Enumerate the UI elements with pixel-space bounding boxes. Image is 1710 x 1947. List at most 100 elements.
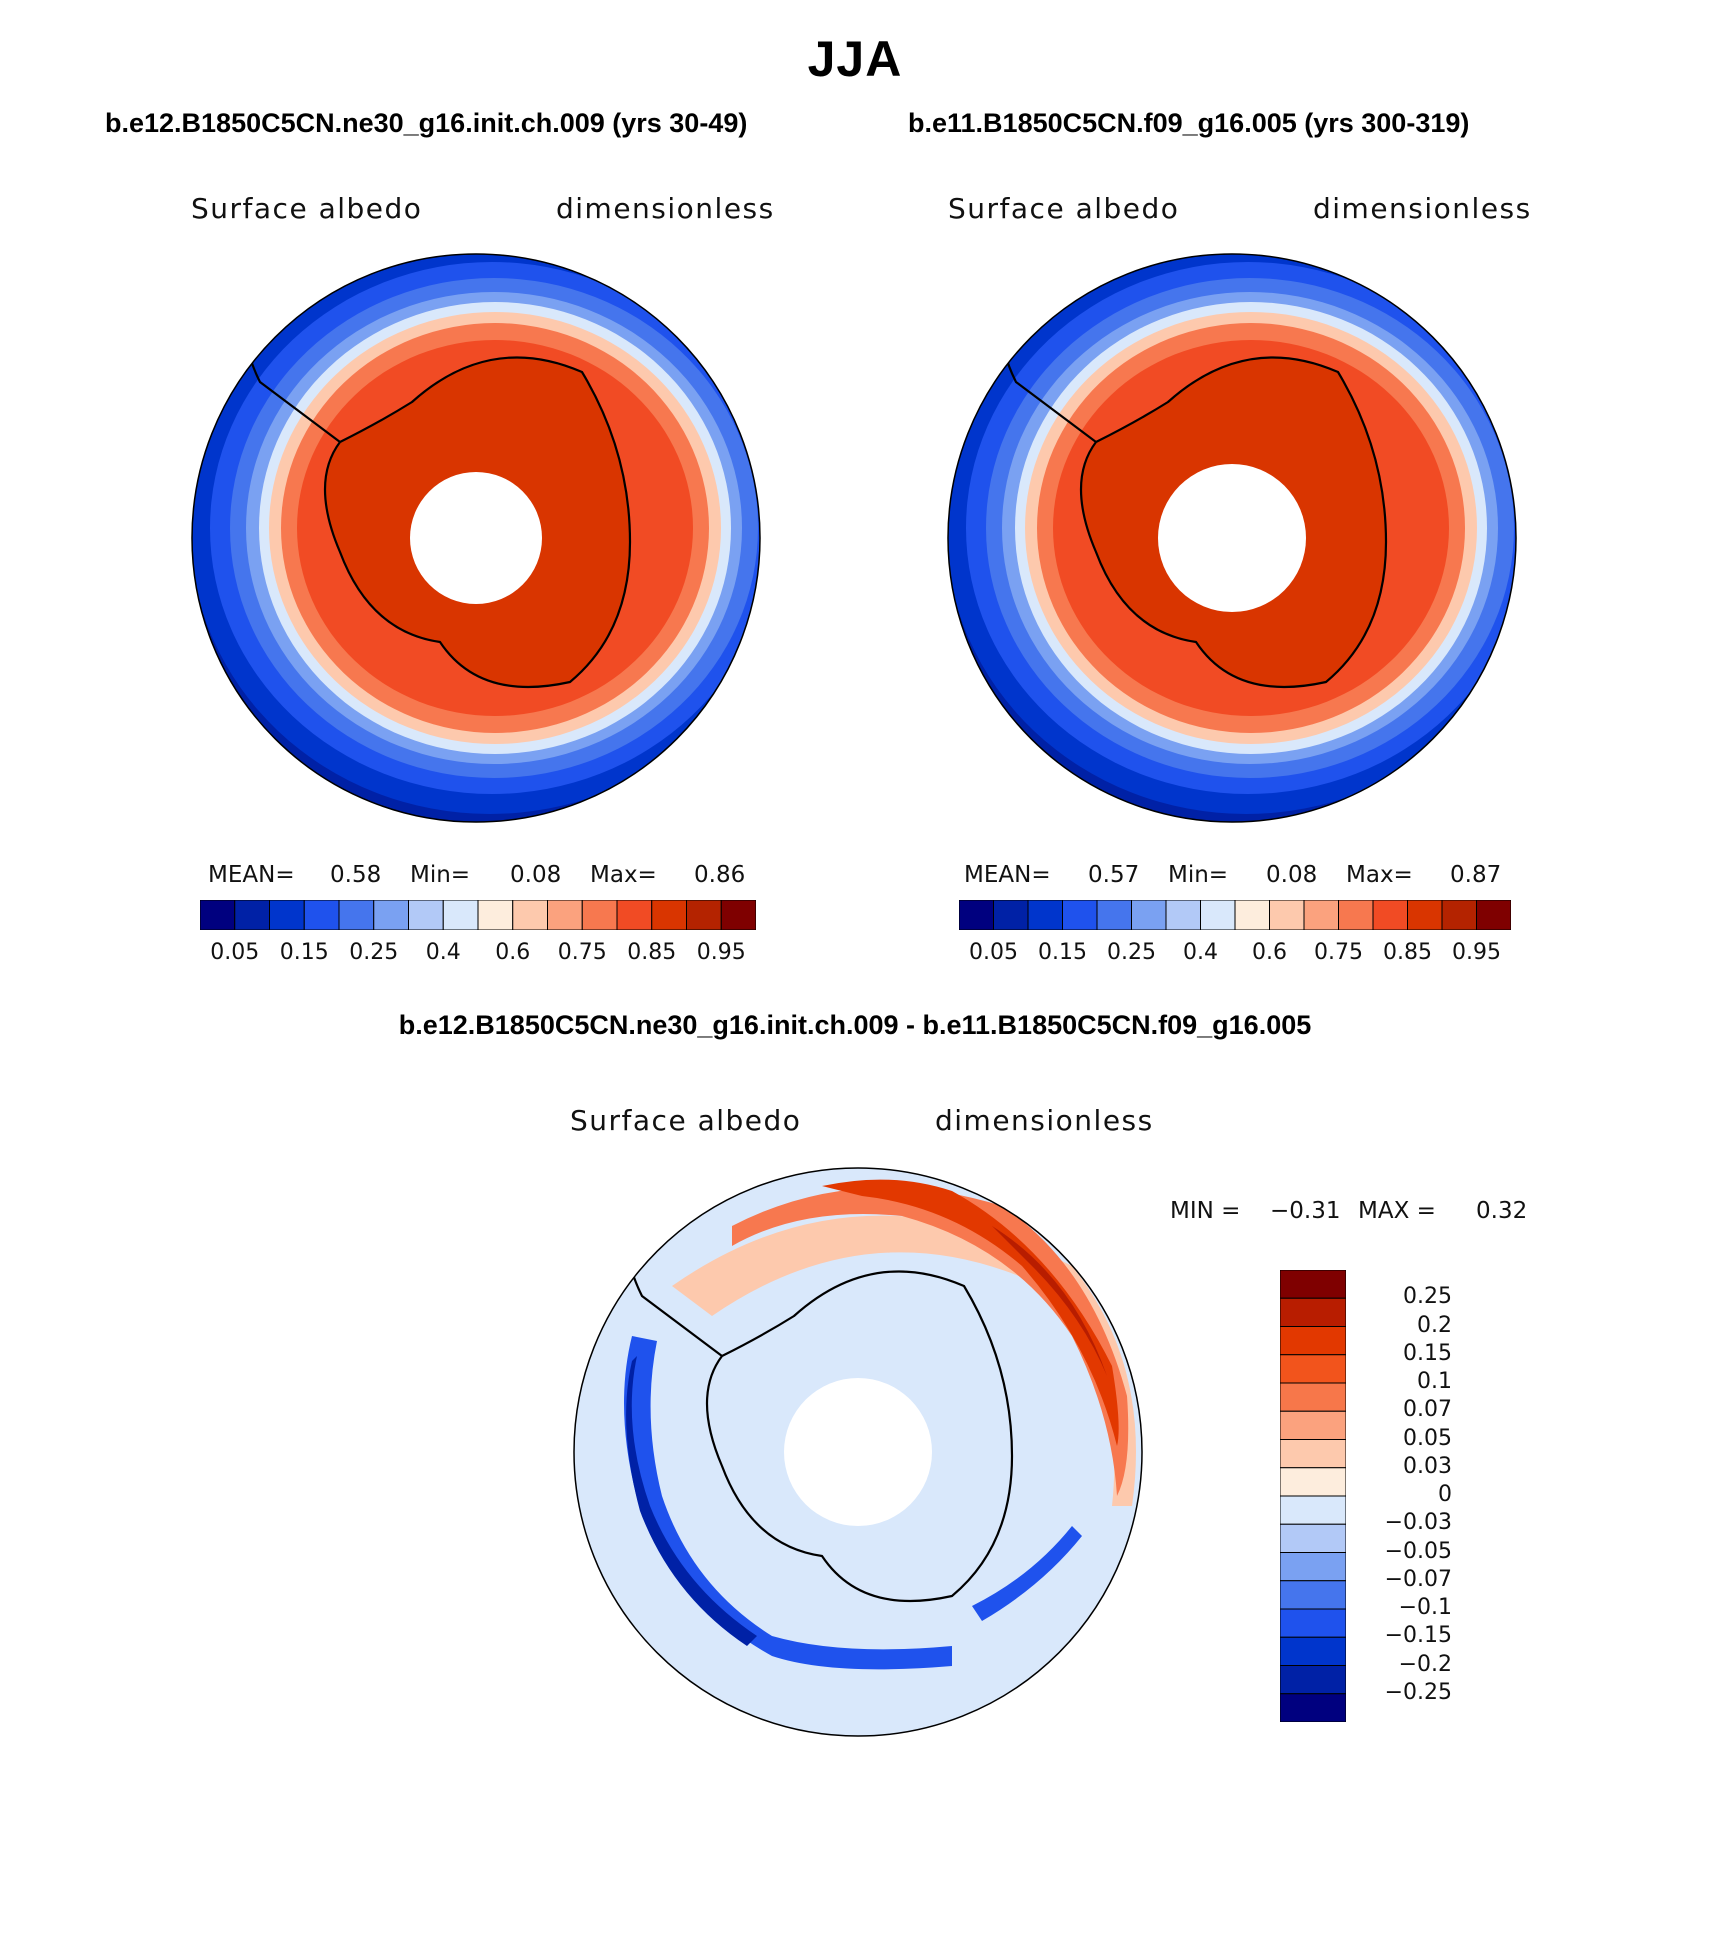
colorbar-box bbox=[1165, 900, 1201, 930]
case-b-mean-label: MEAN= bbox=[964, 862, 1051, 888]
colorbar-tick-label: 0.4 bbox=[1183, 940, 1218, 965]
colorbar-box bbox=[1407, 900, 1443, 930]
colorbar-box bbox=[1027, 900, 1063, 930]
colorbar-tick-label: 0.75 bbox=[1314, 940, 1363, 965]
colorbar-box bbox=[1269, 900, 1305, 930]
negative-anomaly-band bbox=[624, 1336, 952, 1670]
colorbar-box bbox=[1280, 1439, 1346, 1469]
map-boundary bbox=[573, 1167, 1143, 1737]
colorbar-box bbox=[442, 900, 479, 930]
difference-title: b.e12.B1850C5CN.ne30_g16.init.ch.009 - b… bbox=[398, 1010, 1312, 1040]
colorbar-box bbox=[1280, 1665, 1346, 1695]
case-a-max-label: Max= bbox=[590, 862, 657, 888]
case-a-colorbar-ticks: 0.05 0.15 0.25 0.4 0.6 0.75 0.85 0.95 bbox=[200, 940, 756, 970]
colorbar-box bbox=[512, 900, 548, 930]
case-b-colorbar bbox=[959, 900, 1511, 930]
colorbar-tick-label: 0.25 bbox=[1403, 1284, 1452, 1310]
colorbar-box bbox=[1131, 900, 1167, 930]
colorbar-box bbox=[720, 900, 756, 930]
case-b-map bbox=[947, 253, 1517, 823]
colorbar-box bbox=[1338, 900, 1374, 930]
colorbar-box bbox=[373, 900, 409, 930]
colorbar-tick-label: 0.85 bbox=[1383, 940, 1432, 965]
colorbar-tick-label: 0.6 bbox=[495, 940, 531, 965]
colorbar-box bbox=[1280, 1608, 1346, 1638]
colorbar-box bbox=[303, 900, 340, 930]
colorbar-box bbox=[959, 900, 994, 930]
colorbar-box bbox=[1280, 1523, 1346, 1553]
colorbar-box bbox=[616, 900, 653, 930]
difference-variable-label: Surface albedo bbox=[570, 1104, 802, 1137]
colorbar-box bbox=[1280, 1580, 1346, 1610]
colorbar-box bbox=[1096, 900, 1132, 930]
colorbar-tick-label: −0.05 bbox=[1384, 1538, 1452, 1564]
case-b-colorbar-ticks: 0.05 0.15 0.25 0.4 0.6 0.75 0.85 0.95 bbox=[959, 940, 1511, 970]
map-boundary bbox=[947, 253, 1517, 823]
colorbar-box bbox=[1280, 1410, 1346, 1440]
colorbar-box bbox=[338, 900, 375, 930]
colorbar-tick-label: −0.25 bbox=[1384, 1679, 1452, 1705]
case-b-min-value: 0.08 bbox=[1266, 862, 1318, 888]
colorbar-tick-label: 0.4 bbox=[425, 940, 461, 965]
map-boundary bbox=[191, 253, 761, 823]
difference-map bbox=[573, 1167, 1143, 1737]
case-a-title: b.e12.B1850C5CN.ne30_g16.init.ch.009 (yr… bbox=[105, 108, 748, 138]
colorbar-box bbox=[1280, 1693, 1346, 1722]
colorbar-box bbox=[1280, 1354, 1346, 1384]
case-b-units-label: dimensionless bbox=[1313, 192, 1532, 225]
colorbar-tick-label: −0.1 bbox=[1398, 1595, 1452, 1620]
colorbar-box bbox=[1280, 1326, 1346, 1356]
case-a-mean-label: MEAN= bbox=[208, 862, 295, 888]
colorbar-tick-label: 0.25 bbox=[349, 940, 399, 965]
antarctica-coastline bbox=[1080, 356, 1388, 689]
case-a-units-label: dimensionless bbox=[556, 192, 775, 225]
colorbar-tick-label: −0.03 bbox=[1384, 1510, 1452, 1536]
colorbar-tick-label: 0.07 bbox=[1403, 1397, 1452, 1423]
colorbar-box bbox=[547, 900, 583, 930]
colorbar-tick-label: 0 bbox=[1438, 1482, 1452, 1507]
antarctica-coastline bbox=[324, 356, 632, 689]
colorbar-tick-label: −0.15 bbox=[1384, 1623, 1452, 1649]
case-a-min-value: 0.08 bbox=[510, 862, 562, 888]
colorbar-box bbox=[651, 900, 687, 930]
colorbar-box bbox=[1062, 900, 1098, 930]
polar-data-hole bbox=[784, 1378, 932, 1526]
colorbar-tick-label: −0.2 bbox=[1398, 1651, 1452, 1677]
colorbar-box bbox=[1280, 1297, 1346, 1327]
colorbar-tick-label: 0.1 bbox=[1417, 1369, 1452, 1394]
colorbar-tick-label: 0.15 bbox=[1403, 1340, 1452, 1366]
figure-title: JJA bbox=[807, 31, 903, 87]
colorbar-box bbox=[1280, 1382, 1346, 1412]
colorbar-tick-label: −0.07 bbox=[1384, 1566, 1452, 1592]
antarctica-coastline bbox=[706, 1270, 1014, 1603]
colorbar-box bbox=[1280, 1495, 1346, 1525]
colorbar-tick-label: 0.95 bbox=[696, 940, 746, 965]
case-a-variable-label: Surface albedo bbox=[191, 192, 423, 225]
difference-max-value: 0.32 bbox=[1476, 1198, 1528, 1224]
difference-colorbar bbox=[1280, 1270, 1346, 1722]
colorbar-box bbox=[1200, 900, 1236, 930]
colorbar-box bbox=[477, 900, 514, 930]
colorbar-box bbox=[686, 900, 722, 930]
colorbar-box bbox=[1476, 900, 1511, 930]
case-b-min-label: Min= bbox=[1168, 862, 1229, 888]
colorbar-box bbox=[234, 900, 270, 930]
colorbar-tick-label: 0.95 bbox=[1452, 940, 1501, 965]
colorbar-box bbox=[408, 900, 444, 930]
colorbar-box bbox=[1280, 1636, 1346, 1666]
polar-data-hole bbox=[410, 472, 542, 604]
colorbar-tick-label: 0.03 bbox=[1403, 1453, 1452, 1479]
colorbar-tick-label: 0.6 bbox=[1252, 940, 1287, 965]
case-a-map bbox=[191, 253, 761, 823]
colorbar-box bbox=[269, 900, 305, 930]
colorbar-tick-label: 0.15 bbox=[1038, 940, 1087, 965]
case-b-title: b.e11.B1850C5CN.f09_g16.005 (yrs 300-319… bbox=[908, 108, 1470, 138]
colorbar-box bbox=[1303, 900, 1339, 930]
colorbar-box bbox=[1280, 1552, 1346, 1582]
colorbar-box bbox=[200, 900, 236, 930]
colorbar-box bbox=[1280, 1270, 1346, 1299]
case-b-variable-label: Surface albedo bbox=[948, 192, 1180, 225]
difference-min-value: −0.31 bbox=[1270, 1198, 1341, 1224]
colorbar-tick-label: 0.85 bbox=[627, 940, 677, 965]
colorbar-tick-label: 0.2 bbox=[1417, 1312, 1452, 1338]
